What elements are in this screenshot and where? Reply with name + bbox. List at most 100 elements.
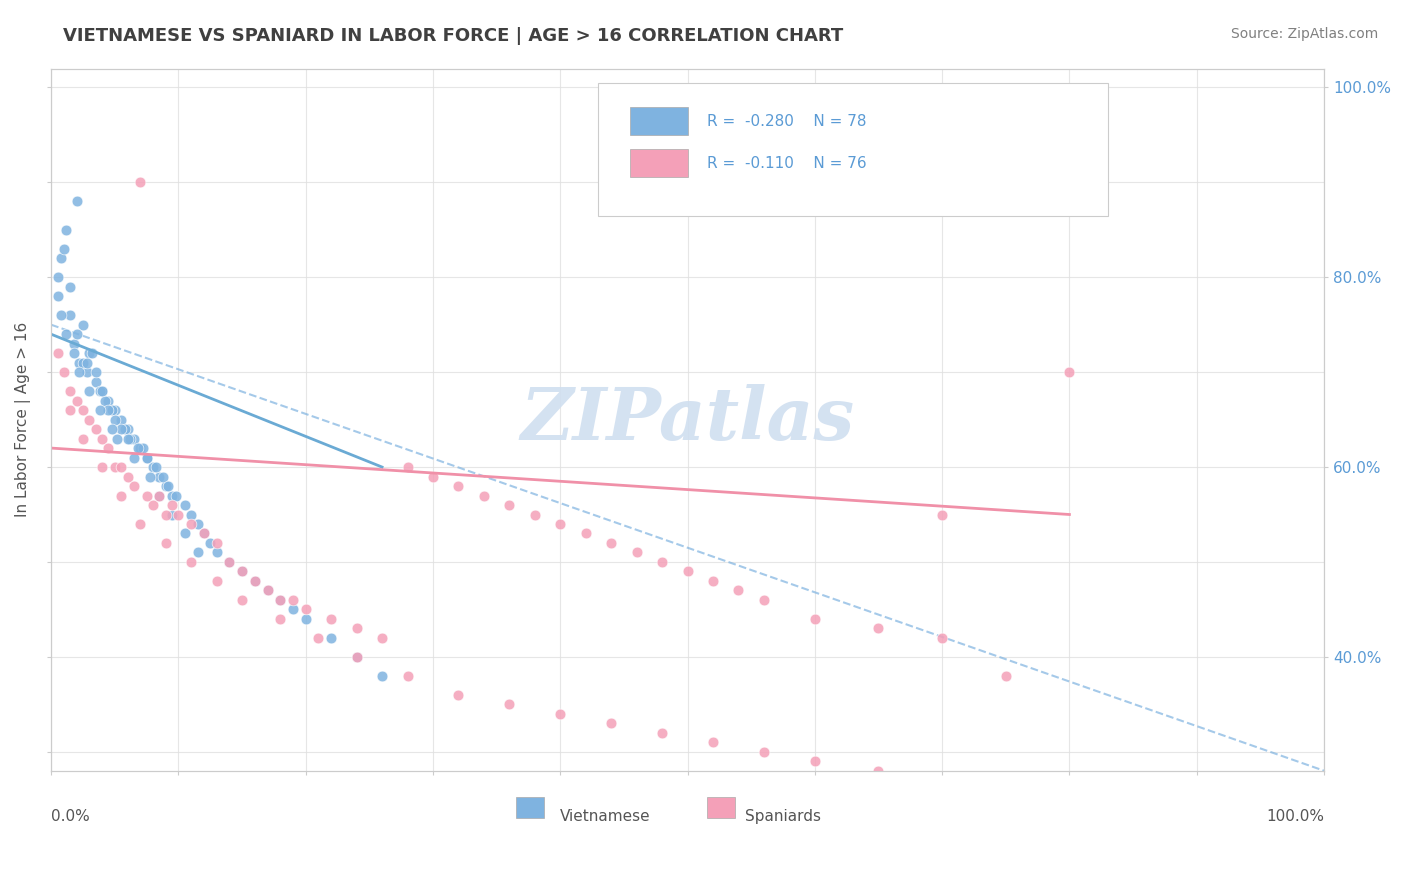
Point [76, 356, 98, 370]
Point [135, 450, 157, 465]
Point [117, 422, 139, 436]
Point [104, 403, 127, 417]
Point [110, 460, 132, 475]
Point [142, 460, 165, 475]
Point [91, 432, 114, 446]
Point [676, 565, 699, 579]
Point [97, 403, 120, 417]
Point [84, 375, 107, 389]
Text: ZIPatlas: ZIPatlas [520, 384, 855, 455]
FancyBboxPatch shape [630, 149, 688, 178]
Point [548, 516, 571, 531]
Point [97, 441, 120, 455]
Point [868, 764, 890, 778]
Point [346, 649, 368, 664]
Point [727, 583, 749, 598]
Point [651, 725, 673, 739]
Point [575, 526, 598, 541]
Point [118, 432, 141, 446]
Point [180, 508, 202, 522]
Point [114, 422, 136, 436]
Point [46, 346, 69, 360]
Point [65, 393, 87, 408]
Point [160, 489, 183, 503]
Point [80, 346, 103, 360]
Point [498, 698, 520, 712]
Point [256, 583, 278, 598]
Text: Vietnamese: Vietnamese [560, 809, 651, 824]
Point [157, 479, 180, 493]
Point [105, 432, 128, 446]
Text: 100.0%: 100.0% [1265, 809, 1324, 824]
Point [186, 516, 208, 531]
Text: Spaniards: Spaniards [745, 809, 821, 824]
Point [132, 441, 155, 455]
Point [91, 384, 114, 399]
Point [294, 612, 316, 626]
Text: R =  -0.110    N = 76: R = -0.110 N = 76 [707, 156, 866, 170]
Point [160, 498, 183, 512]
Point [127, 441, 149, 455]
Point [145, 460, 167, 475]
Point [135, 489, 157, 503]
Point [129, 175, 152, 189]
Point [396, 669, 419, 683]
Point [269, 593, 291, 607]
Point [868, 621, 890, 635]
Point [65, 194, 87, 209]
Point [256, 583, 278, 598]
Point [1059, 365, 1081, 379]
Point [93, 393, 115, 408]
Point [600, 536, 623, 550]
Point [148, 489, 170, 503]
Point [447, 479, 470, 493]
Point [122, 432, 145, 446]
Point [72, 318, 94, 332]
Point [180, 516, 202, 531]
Point [600, 716, 623, 731]
Point [139, 469, 162, 483]
Point [447, 688, 470, 702]
Point [218, 555, 240, 569]
Point [804, 754, 827, 768]
Point [55, 223, 77, 237]
Point [651, 555, 673, 569]
Point [548, 706, 571, 721]
Point [205, 536, 228, 550]
Point [269, 593, 291, 607]
Point [931, 631, 953, 645]
Point [180, 555, 202, 569]
Point [422, 469, 444, 483]
Point [294, 602, 316, 616]
Text: 0.0%: 0.0% [51, 809, 90, 824]
Point [193, 526, 215, 541]
Point [63, 336, 86, 351]
Point [104, 460, 127, 475]
Point [472, 489, 495, 503]
Point [59, 403, 82, 417]
Point [231, 593, 253, 607]
Point [243, 574, 266, 588]
Point [155, 479, 177, 493]
Point [371, 631, 394, 645]
Point [804, 612, 827, 626]
Point [186, 545, 208, 559]
Point [371, 669, 394, 683]
Point [142, 498, 165, 512]
Point [129, 441, 152, 455]
Point [72, 403, 94, 417]
Point [173, 526, 195, 541]
Point [321, 612, 343, 626]
Point [148, 489, 170, 503]
Point [200, 536, 222, 550]
Point [231, 565, 253, 579]
Point [167, 508, 190, 522]
Text: Source: ZipAtlas.com: Source: ZipAtlas.com [1230, 27, 1378, 41]
Point [89, 403, 111, 417]
Point [46, 289, 69, 303]
Point [52, 242, 75, 256]
Point [702, 735, 724, 749]
Point [205, 545, 228, 559]
Point [76, 365, 98, 379]
Point [523, 508, 546, 522]
